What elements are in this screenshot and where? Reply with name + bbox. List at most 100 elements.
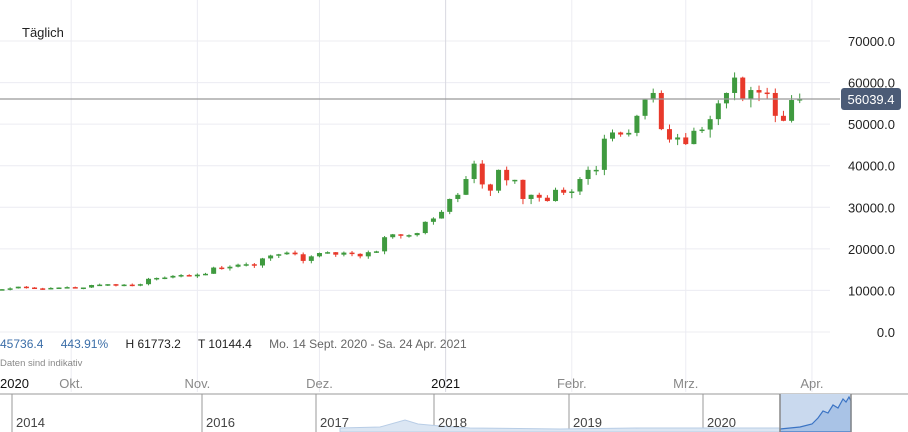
- stats-bar: 45736.4 443.91% H 61773.2 T 10144.4 Mo. …: [0, 337, 481, 351]
- x-axis-label: Dez.: [306, 376, 333, 391]
- candle-down: [544, 197, 550, 202]
- candle-up: [203, 273, 208, 276]
- candle-up: [162, 277, 168, 280]
- y-tick-label: 70000.0: [848, 34, 895, 49]
- current-price-badge: [841, 88, 901, 111]
- candle-down: [186, 275, 192, 277]
- current-price-label: 56039.4: [848, 92, 895, 107]
- candle-down: [300, 254, 306, 261]
- candle-up: [56, 287, 62, 290]
- x-axis-label: Febr.: [557, 376, 587, 391]
- navigator-year: 2018: [438, 415, 467, 430]
- candle-up: [585, 169, 591, 180]
- candle-up: [137, 284, 143, 286]
- candle-up: [789, 100, 795, 121]
- candle-up: [553, 189, 559, 202]
- candle-down: [479, 163, 485, 185]
- candle-up: [732, 77, 738, 93]
- y-tick-label: 0.0: [877, 325, 895, 340]
- period-label[interactable]: Täglich: [22, 25, 64, 40]
- candle-up: [308, 256, 314, 261]
- candles: [0, 72, 803, 291]
- candle-down: [756, 90, 762, 93]
- date-range: Mo. 14 Sept. 2020 - Sa. 24 Apr. 2021: [269, 337, 467, 351]
- candle-down: [219, 267, 225, 270]
- candle-up: [0, 289, 5, 291]
- candle-down: [72, 287, 78, 289]
- candle-up: [406, 235, 412, 237]
- candle-up: [64, 287, 70, 289]
- candle-up: [447, 198, 453, 212]
- candle-up: [211, 267, 217, 274]
- candle-down: [504, 169, 510, 181]
- x-axis-label: Nov.: [184, 376, 210, 391]
- candle-down: [357, 253, 363, 257]
- candle-up: [7, 288, 13, 290]
- candle-up: [382, 237, 388, 252]
- candle-up: [89, 285, 95, 288]
- candle-up: [650, 92, 656, 100]
- candle-down: [536, 194, 542, 198]
- change-percent: 443.91%: [60, 337, 109, 351]
- y-tick-label: 30000.0: [848, 200, 895, 215]
- candle-down: [740, 77, 746, 100]
- indicative-note: Daten sind indikativ: [0, 358, 83, 369]
- candle-down: [333, 252, 339, 255]
- candle-up: [373, 251, 379, 253]
- candle-up: [235, 264, 241, 267]
- candle-up: [512, 179, 518, 182]
- navigator-year: 2017: [320, 415, 349, 430]
- candle-up: [691, 130, 697, 145]
- candle-up: [15, 286, 21, 289]
- y-tick-label: 60000.0: [848, 76, 895, 91]
- candle-up: [496, 169, 502, 191]
- x-axis-label: Okt.: [59, 376, 83, 391]
- candle-up: [227, 266, 233, 269]
- candle-up: [178, 275, 184, 277]
- x-axis-label: Mrz.: [673, 376, 698, 391]
- candle-up: [170, 275, 176, 278]
- candle-up: [422, 221, 428, 234]
- candle-down: [23, 286, 29, 289]
- candle-down: [292, 252, 298, 255]
- candle-up: [675, 137, 681, 140]
- candle-up: [699, 129, 705, 132]
- candle-up: [439, 211, 445, 219]
- candle-up: [723, 92, 729, 104]
- candle-down: [129, 284, 135, 287]
- navigator-year: 2020: [707, 415, 736, 430]
- candle-up: [748, 90, 754, 100]
- y-tick-label: 20000.0: [848, 242, 895, 257]
- candle-up: [259, 258, 265, 266]
- candle-up: [390, 234, 396, 238]
- candle-down: [40, 288, 46, 290]
- candle-up: [430, 218, 436, 222]
- x-axis-label: Apr.: [800, 376, 823, 391]
- navigator-year: 2014: [16, 415, 45, 430]
- candle-up: [194, 274, 200, 277]
- high-value: H 61773.2: [125, 337, 181, 351]
- candle-up: [316, 253, 322, 257]
- candle-down: [764, 92, 770, 95]
- change-value: 45736.4: [0, 337, 44, 351]
- candle-down: [683, 137, 689, 145]
- candle-up: [634, 115, 640, 133]
- candle-up: [601, 138, 607, 170]
- candle-down: [113, 284, 119, 286]
- candle-up: [325, 252, 331, 254]
- candle-down: [658, 92, 664, 130]
- candle-up: [593, 169, 599, 172]
- candle-up: [80, 287, 86, 290]
- candle-up: [626, 132, 632, 135]
- candle-down: [561, 189, 567, 193]
- candle-down: [618, 132, 624, 135]
- candle-up: [715, 103, 721, 120]
- candle-up: [284, 252, 290, 255]
- candle-up: [707, 119, 713, 130]
- candle-down: [780, 115, 786, 121]
- navigator-year: 2019: [573, 415, 602, 430]
- candle-down: [487, 184, 493, 191]
- candle-down: [772, 92, 778, 116]
- y-tick-label: 50000.0: [848, 117, 895, 132]
